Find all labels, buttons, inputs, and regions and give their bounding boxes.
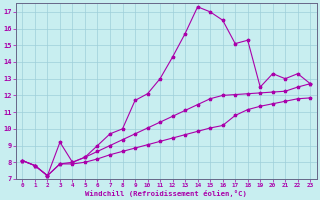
X-axis label: Windchill (Refroidissement éolien,°C): Windchill (Refroidissement éolien,°C) xyxy=(85,190,247,197)
